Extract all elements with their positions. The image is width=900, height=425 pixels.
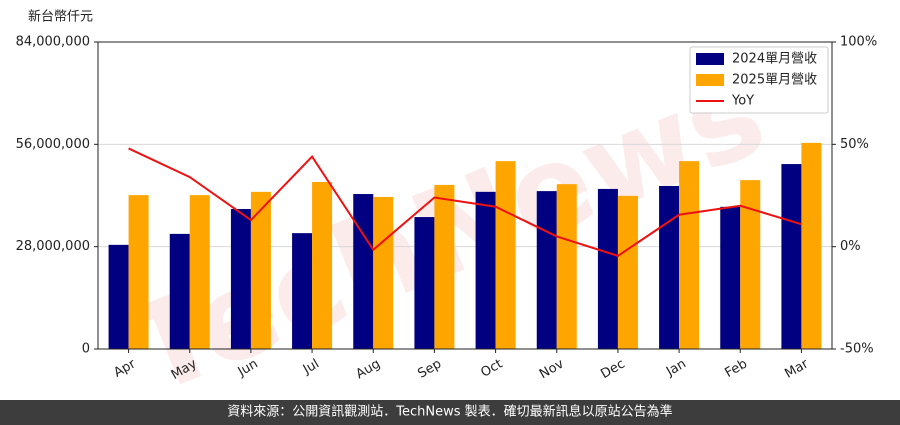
bar [740, 180, 761, 349]
yoy-line [128, 147, 802, 257]
x-tick-label: Jul [300, 357, 322, 378]
legend-label: YoY [731, 94, 754, 109]
y-tick-label: 56,000,000 [16, 137, 90, 152]
x-tick-label: Dec [598, 357, 627, 383]
bar [801, 142, 822, 349]
bar [536, 191, 557, 349]
footer: 資料來源：公開資訊觀測站．TechNews 製表．確切最新訊息以原站公告為準 [227, 404, 672, 420]
x-tick-label: Apr [111, 356, 139, 381]
bar [617, 195, 638, 349]
bar [128, 195, 149, 349]
bar [434, 184, 455, 349]
bar [250, 191, 271, 349]
bar [597, 188, 618, 349]
y2-tick-label: 100% [840, 35, 877, 50]
bar [230, 209, 251, 349]
bar [414, 217, 435, 349]
bar [189, 195, 210, 349]
legend-swatch [696, 74, 724, 86]
bar [312, 181, 333, 349]
x-tick-label: Nov [537, 356, 567, 382]
x-tick-label: Aug [354, 357, 383, 383]
y-axis-label: 新台幣仟元 [28, 9, 93, 25]
bar [292, 233, 313, 349]
bar [679, 161, 700, 349]
x-tick-label: Oct [478, 357, 505, 381]
legend-label: 2025單月營收 [732, 73, 817, 88]
y-tick-label: 0 [82, 342, 90, 357]
plot-frame [97, 41, 833, 350]
bar [659, 185, 680, 349]
y-tick-label: 28,000,000 [16, 239, 90, 254]
y2-tick-label: 0% [840, 239, 861, 254]
legend-label: 2024單月營收 [732, 52, 817, 67]
bar [373, 196, 394, 349]
y2-tick-label: -50% [840, 342, 874, 357]
x-tick-label: Sep [415, 357, 444, 382]
legend-swatch [696, 53, 724, 65]
bar [495, 161, 516, 349]
y2-tick-label: 50% [840, 137, 869, 152]
footer-bar [0, 400, 900, 425]
x-tick-label: Feb [723, 357, 750, 382]
bar [353, 194, 374, 349]
bar [556, 184, 577, 349]
y-tick-label: 84,000,000 [16, 35, 90, 50]
bar [781, 164, 802, 349]
x-tick-label: Jan [663, 357, 689, 381]
bar [475, 191, 496, 349]
bar [169, 233, 190, 349]
legend-box [689, 46, 829, 114]
x-tick-label: Mar [782, 356, 811, 382]
bar [108, 244, 129, 349]
bar [720, 206, 741, 349]
